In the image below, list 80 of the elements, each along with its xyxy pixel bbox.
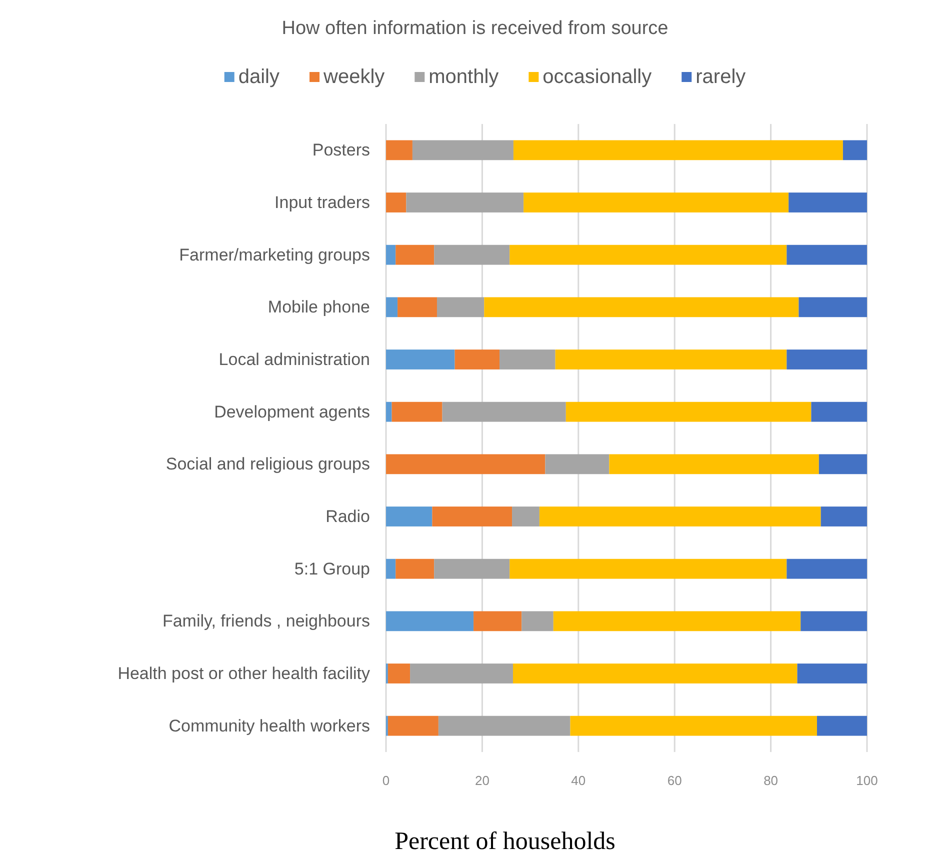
legend-label: monthly <box>428 66 499 88</box>
legend-label: weekly <box>322 66 385 88</box>
y-tick-label: Community health workers <box>168 716 370 736</box>
bar <box>570 716 817 736</box>
y-tick-label: Social and religious groups <box>166 454 370 474</box>
y-tick-label: Local administration <box>218 350 370 369</box>
bar <box>512 506 540 526</box>
bar <box>388 716 438 736</box>
bar <box>820 506 867 526</box>
bar <box>386 350 455 370</box>
bar <box>432 506 512 526</box>
bar <box>500 350 556 370</box>
bar <box>513 140 843 160</box>
bar <box>609 454 819 474</box>
bar <box>786 558 867 579</box>
bar <box>434 558 510 579</box>
bar <box>412 140 514 160</box>
bar <box>386 611 474 632</box>
x-tick-label: 100 <box>856 773 878 788</box>
bar <box>386 454 546 474</box>
x-tick-label: 0 <box>382 773 390 788</box>
bar <box>386 192 406 212</box>
x-tick-label: 20 <box>474 773 490 788</box>
bar <box>510 244 787 265</box>
bar <box>386 506 432 526</box>
bar <box>566 402 812 422</box>
y-tick-label: Mobile phone <box>268 298 370 317</box>
bar <box>788 192 867 212</box>
bar <box>786 244 867 265</box>
bar <box>816 716 867 736</box>
bar <box>545 454 610 474</box>
bar <box>539 506 821 526</box>
chart-title: How often information is received from source <box>282 18 668 39</box>
bar <box>454 350 500 370</box>
bar <box>553 611 801 632</box>
bar <box>386 297 398 318</box>
bar <box>434 244 510 265</box>
legend-label: occasionally <box>542 66 652 88</box>
bar <box>396 558 434 579</box>
y-tick-label: Health post or other health facility <box>118 664 370 683</box>
bar <box>555 350 787 370</box>
bar <box>436 297 484 318</box>
bar <box>438 716 570 736</box>
bar <box>811 402 867 422</box>
legend-label: daily <box>238 66 280 88</box>
bar <box>398 297 437 318</box>
x-axis-title: Percent of households <box>394 828 616 855</box>
bar <box>510 558 787 579</box>
bar <box>396 244 434 265</box>
bar <box>797 664 867 684</box>
y-tick-label: Farmer/marketing groups <box>179 245 370 264</box>
bar <box>386 558 396 579</box>
bar <box>842 140 867 160</box>
bar <box>524 192 789 212</box>
bar <box>388 664 410 684</box>
bar <box>786 350 867 370</box>
y-tick-label: Family, friends , neighbours <box>162 612 370 631</box>
bar <box>392 402 442 422</box>
bar <box>386 244 396 265</box>
legend-label: rarely <box>696 66 746 88</box>
bar <box>442 402 566 422</box>
y-tick-label: Radio <box>326 506 370 526</box>
bar <box>386 140 412 160</box>
y-tick-label: 5:1 Group <box>294 559 370 578</box>
x-tick-label: 60 <box>667 773 682 788</box>
bar <box>522 611 554 632</box>
y-tick-label: Input traders <box>274 192 370 212</box>
bar <box>800 611 867 632</box>
bar <box>512 664 798 684</box>
y-tick-label: Development agents <box>214 402 370 422</box>
bar <box>386 402 392 422</box>
bar <box>818 454 867 474</box>
y-tick-label: Posters <box>312 140 370 160</box>
x-tick-label: 80 <box>764 773 778 788</box>
bar <box>484 297 799 318</box>
bar <box>798 297 867 318</box>
bar <box>474 611 522 632</box>
x-tick-label: 40 <box>571 773 586 788</box>
bar <box>406 192 524 212</box>
bar <box>410 664 513 684</box>
